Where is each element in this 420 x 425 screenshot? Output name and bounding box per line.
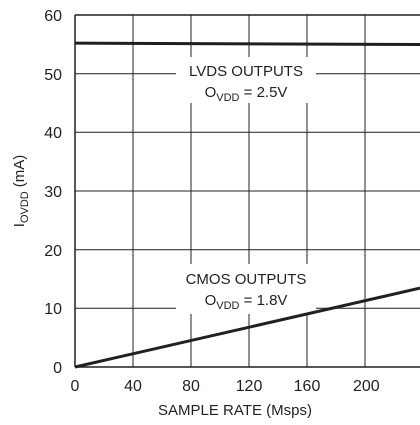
lvds-annotation-sub: VDD	[216, 92, 239, 104]
x-tick-label: 40	[124, 378, 142, 395]
cmos-annotation-suffix: = 1.8V	[239, 292, 287, 309]
y-tick-label: 50	[44, 67, 62, 84]
cmos-annotation: CMOS OUTPUTS OVDD = 1.8V	[186, 271, 307, 312]
x-tick-labels: 0 40 80 120 160 200	[71, 378, 380, 395]
x-axis-title: SAMPLE RATE (Msps)	[158, 402, 312, 419]
lvds-annotation-prefix: O	[205, 84, 217, 101]
lvds-annotation-title: LVDS OUTPUTS	[189, 63, 303, 80]
cmos-annotation-prefix: O	[205, 292, 217, 309]
y-tick-label: 10	[44, 301, 62, 318]
series-group	[74, 41, 420, 369]
lvds-annotation: LVDS OUTPUTS OVDD = 2.5V	[189, 63, 303, 104]
y-axis-title: IOVDD (mA)	[11, 155, 31, 227]
series-lvds-line	[74, 41, 420, 47]
x-tick-label: 0	[71, 378, 80, 395]
cmos-annotation-sub: VDD	[216, 300, 239, 312]
cmos-annotation-title: CMOS OUTPUTS	[186, 271, 307, 288]
x-tick-label: 200	[353, 378, 380, 395]
plot-frame	[74, 14, 420, 368]
y-tick-label: 60	[44, 8, 62, 25]
y-tick-labels: 0 10 20 30 40 50 60	[44, 8, 62, 377]
series-cmos-line	[74, 286, 420, 369]
x-tick-label: 120	[236, 378, 263, 395]
x-tick-label: 80	[182, 378, 200, 395]
cmos-label-mask	[176, 264, 316, 314]
y-tick-label: 30	[44, 184, 62, 201]
lvds-label-mask	[176, 57, 316, 103]
lvds-annotation-value: OVDD = 2.5V	[205, 84, 288, 104]
cmos-annotation-value: OVDD = 1.8V	[205, 292, 288, 312]
y-tick-label: 20	[44, 243, 62, 260]
y-axis-title-main: I	[11, 223, 28, 227]
y-axis-title-sub: OVDD	[19, 191, 31, 223]
y-axis-title-unit: (mA)	[11, 155, 28, 188]
y-tick-label: 40	[44, 125, 62, 142]
x-tick-label: 160	[294, 378, 321, 395]
y-tick-label: 0	[53, 360, 62, 377]
lvds-annotation-suffix: = 2.5V	[239, 84, 287, 101]
